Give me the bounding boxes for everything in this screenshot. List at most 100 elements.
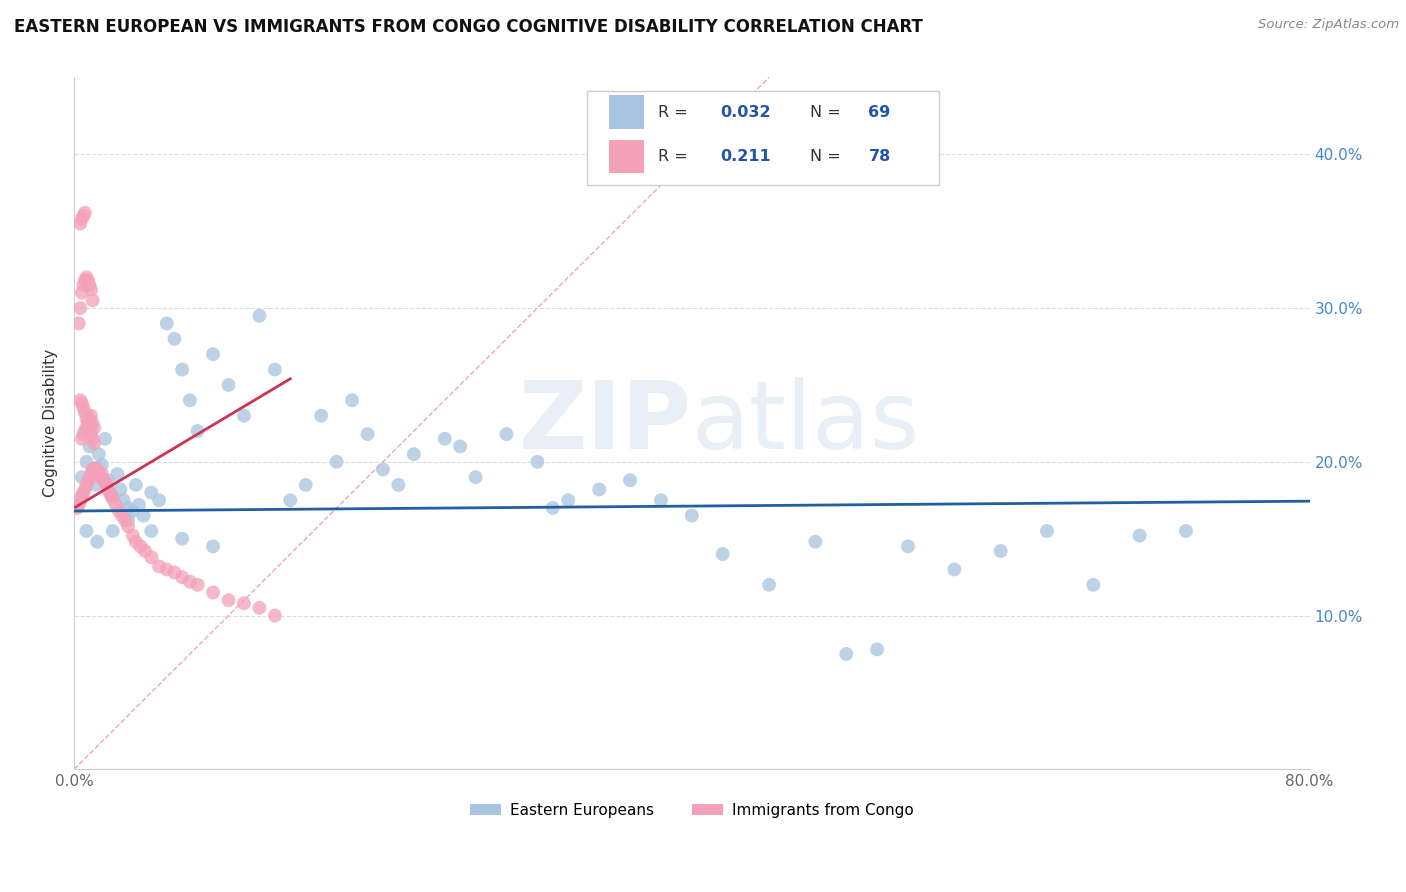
Point: [263, 608, 285, 623]
Point: [711, 547, 734, 561]
Point: [75, 478, 97, 492]
Point: [70, 470, 93, 484]
Point: [94, 432, 117, 446]
Point: [247, 309, 270, 323]
Point: [75, 421, 97, 435]
Point: [866, 642, 889, 657]
Point: [356, 427, 378, 442]
Text: R =: R =: [658, 149, 693, 164]
Point: [90, 458, 112, 472]
Point: [112, 493, 135, 508]
Point: [110, 483, 132, 497]
Point: [1036, 524, 1059, 538]
Point: [101, 491, 124, 506]
Point: [77, 475, 100, 489]
Point: [89, 470, 111, 484]
Point: [97, 473, 120, 487]
Point: [77, 273, 100, 287]
Point: [758, 578, 780, 592]
Point: [202, 540, 225, 554]
Point: [101, 524, 124, 538]
Point: [69, 393, 91, 408]
Text: 78: 78: [869, 149, 891, 164]
Point: [134, 544, 156, 558]
Point: [141, 524, 163, 538]
Point: [433, 432, 456, 446]
Point: [402, 447, 425, 461]
Text: R =: R =: [658, 104, 693, 120]
Point: [218, 378, 240, 392]
Point: [111, 508, 134, 523]
Point: [340, 393, 363, 408]
Point: [681, 508, 703, 523]
Text: Source: ZipAtlas.com: Source: ZipAtlas.com: [1258, 18, 1399, 31]
Point: [69, 217, 91, 231]
Point: [73, 205, 96, 219]
Point: [70, 396, 93, 410]
Point: [90, 467, 112, 482]
Point: [73, 406, 96, 420]
Point: [187, 578, 209, 592]
Bar: [609, 140, 644, 173]
Point: [294, 478, 316, 492]
Point: [83, 436, 105, 450]
Point: [141, 485, 163, 500]
Point: [163, 566, 186, 580]
Point: [148, 493, 170, 508]
Text: EASTERN EUROPEAN VS IMMIGRANTS FROM CONGO COGNITIVE DISABILITY CORRELATION CHART: EASTERN EUROPEAN VS IMMIGRANTS FROM CONG…: [14, 18, 922, 36]
Point: [121, 504, 143, 518]
Point: [449, 439, 471, 453]
Point: [70, 432, 93, 446]
Point: [72, 209, 94, 223]
Point: [233, 409, 256, 423]
Point: [263, 362, 285, 376]
Point: [156, 317, 179, 331]
Point: [86, 534, 108, 549]
Point: [80, 427, 103, 442]
Point: [83, 421, 105, 435]
Point: [87, 467, 110, 482]
Bar: [609, 95, 644, 128]
Point: [70, 285, 93, 300]
Point: [79, 439, 101, 453]
Point: [108, 504, 131, 518]
Point: [100, 489, 122, 503]
Point: [172, 532, 194, 546]
Point: [83, 462, 105, 476]
Point: [73, 483, 96, 497]
Text: N =: N =: [810, 149, 846, 164]
Point: [82, 417, 104, 431]
Point: [67, 498, 90, 512]
Point: [86, 462, 108, 476]
Point: [117, 500, 139, 515]
Text: 0.032: 0.032: [720, 104, 770, 120]
Point: [75, 411, 97, 425]
Y-axis label: Cognitive Disability: Cognitive Disability: [44, 350, 58, 498]
Text: N =: N =: [810, 104, 846, 120]
Point: [82, 293, 104, 308]
Point: [104, 498, 127, 512]
Point: [619, 473, 641, 487]
Point: [125, 534, 148, 549]
Text: atlas: atlas: [692, 377, 920, 469]
Point: [73, 273, 96, 287]
Point: [73, 424, 96, 438]
Point: [125, 478, 148, 492]
Point: [325, 455, 347, 469]
Text: ZIP: ZIP: [519, 377, 692, 469]
Point: [82, 462, 104, 476]
Point: [309, 409, 332, 423]
Point: [72, 278, 94, 293]
Point: [128, 498, 150, 512]
Point: [650, 493, 672, 508]
Point: [77, 417, 100, 431]
Point: [72, 401, 94, 415]
Point: [1175, 524, 1198, 538]
Point: [163, 332, 186, 346]
Point: [1129, 528, 1152, 542]
Point: [84, 478, 107, 492]
Point: [233, 596, 256, 610]
Point: [72, 427, 94, 442]
Point: [526, 455, 548, 469]
Point: [67, 317, 90, 331]
